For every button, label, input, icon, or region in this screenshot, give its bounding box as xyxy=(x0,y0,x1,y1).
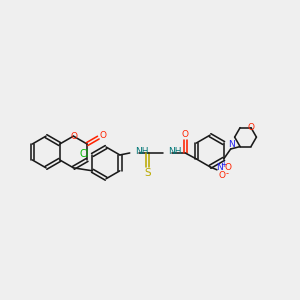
Text: S: S xyxy=(144,168,151,178)
Text: O: O xyxy=(248,123,254,132)
Text: +: + xyxy=(221,160,227,169)
Text: O: O xyxy=(182,130,189,139)
Text: O: O xyxy=(218,171,225,180)
Text: N: N xyxy=(217,163,223,172)
Text: NH: NH xyxy=(135,148,148,157)
Text: -: - xyxy=(225,169,228,178)
Text: Cl: Cl xyxy=(80,149,89,159)
Text: O: O xyxy=(224,163,231,172)
Text: O: O xyxy=(71,132,78,141)
Text: O: O xyxy=(99,130,106,140)
Text: N: N xyxy=(228,140,235,148)
Text: NH: NH xyxy=(168,148,182,157)
